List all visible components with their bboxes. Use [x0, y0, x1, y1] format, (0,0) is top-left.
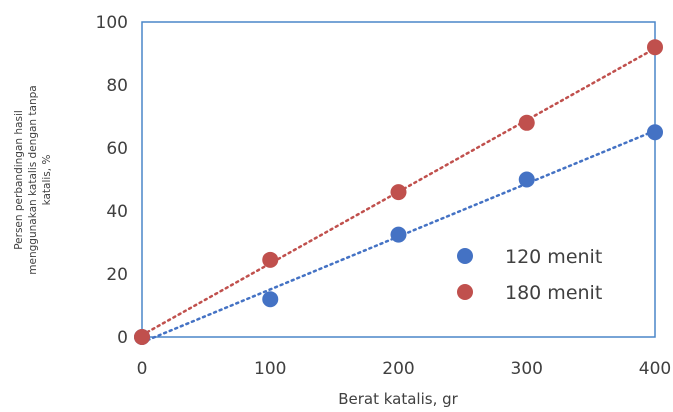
data-point-120-menit-300: [518, 171, 535, 188]
legend: 120 menit 180 menit: [457, 246, 602, 304]
data-point-180-menit-0: [134, 329, 150, 345]
plot-frame: [141, 21, 656, 338]
data-point-180-menit-100: [262, 251, 279, 268]
legend-marker-180-menit: [457, 284, 473, 300]
y-tick-label-0: 0: [117, 328, 128, 348]
x-tick-label-300: 300: [511, 359, 543, 379]
y-tick-label-60: 60: [106, 139, 128, 159]
y-tick-label-100: 100: [96, 13, 128, 33]
data-point-120-menit-400: [647, 124, 663, 141]
data-point-180-menit-400: [647, 39, 663, 56]
y-tick-label-40: 40: [106, 202, 128, 222]
y-tick-label-80: 80: [106, 76, 128, 96]
y-axis-label-line-2: menggunakan katalis dengan tanpa: [27, 85, 39, 274]
x-axis-label: Berat katalis, gr: [338, 390, 458, 408]
x-tick-label-400: 400: [639, 359, 671, 379]
x-tick-label-0: 0: [137, 359, 148, 379]
x-tick-label-200: 200: [382, 359, 414, 379]
y-axis-label-line-3: katalis, %: [41, 155, 53, 206]
legend-label-180-menit: 180 menit: [505, 282, 602, 304]
data-point-120-menit-200: [390, 226, 407, 243]
data-point-180-menit-300: [518, 114, 535, 131]
data-point-120-menit-100: [262, 291, 279, 308]
y-axis-label-line-1: Persen perbandingan hasil: [13, 110, 25, 250]
legend-label-120-menit: 120 menit: [505, 246, 602, 268]
y-tick-label-20: 20: [106, 265, 128, 285]
data-point-180-menit-200: [390, 184, 407, 201]
legend-marker-120-menit: [457, 248, 473, 264]
x-tick-label-100: 100: [254, 359, 286, 379]
